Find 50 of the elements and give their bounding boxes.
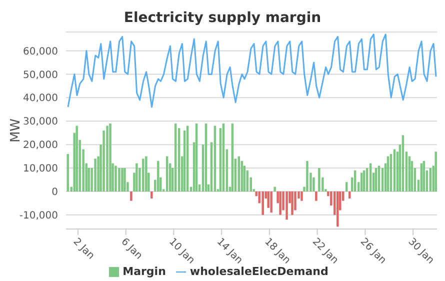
bar	[130, 191, 132, 201]
bar	[66, 154, 69, 192]
bar	[402, 135, 404, 192]
y-axis-title: MW	[8, 118, 24, 143]
y-tick-label: 60,000	[23, 46, 58, 58]
bar	[94, 158, 96, 192]
bar	[360, 172, 363, 192]
x-tick-label: 14 Jan	[214, 236, 244, 266]
bar	[262, 191, 264, 215]
legend-label: wholesaleElecDemand	[190, 265, 328, 278]
bar	[318, 168, 320, 192]
bar	[109, 123, 112, 192]
bar	[114, 166, 117, 192]
bar	[145, 156, 148, 192]
y-tick-label: 20,000	[23, 140, 58, 152]
x-tick-label: 2 Jan	[70, 236, 96, 262]
y-tick-label: 10,000	[23, 164, 58, 175]
y-tick-label: 30,000	[23, 116, 58, 128]
chart-title: Electricity supply margin	[122, 9, 322, 28]
bar	[274, 186, 276, 192]
bar	[270, 191, 272, 213]
bar	[286, 191, 288, 220]
bar	[306, 160, 308, 192]
x-tick-label: 22 Jan	[310, 236, 340, 266]
legend-label: Margin	[122, 265, 166, 278]
bar	[300, 191, 303, 201]
y-tick-label: 50,000	[23, 70, 58, 81]
bar	[136, 163, 138, 192]
x-tick-label: 6 Jan	[118, 236, 144, 262]
bar	[279, 191, 282, 215]
bar	[378, 166, 380, 192]
bar	[121, 168, 124, 192]
bar	[76, 126, 78, 192]
bar	[106, 126, 108, 192]
y-tick-label: -10,000	[19, 210, 58, 222]
bar	[124, 168, 126, 192]
bar	[118, 168, 120, 192]
bar	[345, 182, 348, 192]
x-tick-label: 26 Jan	[358, 236, 388, 266]
bar	[336, 191, 339, 227]
bar	[291, 191, 294, 215]
x-tick-label: 30 Jan	[406, 236, 436, 266]
bar	[150, 191, 153, 199]
y-tick-label: 0	[52, 187, 58, 198]
bar	[315, 191, 318, 201]
y-tick-label: 40,000	[23, 93, 58, 104]
x-tick-label: 10 Jan	[166, 236, 196, 266]
bar	[142, 158, 144, 192]
x-tick-label: 18 Jan	[262, 236, 292, 266]
line-series	[67, 34, 437, 108]
